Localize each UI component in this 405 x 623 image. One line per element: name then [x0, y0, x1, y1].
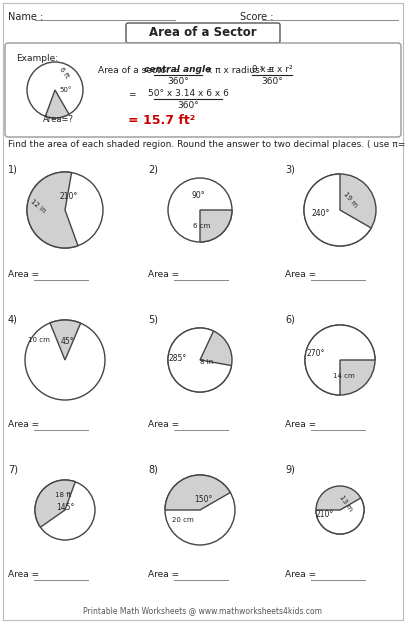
Wedge shape	[168, 328, 231, 392]
Text: Area of a sector =: Area of a sector =	[98, 66, 180, 75]
Text: Area =: Area =	[284, 420, 315, 429]
Text: 8): 8)	[148, 465, 158, 475]
Text: = 15.7 ft²: = 15.7 ft²	[128, 114, 195, 127]
Wedge shape	[35, 480, 75, 527]
Text: Area=?: Area=?	[43, 115, 74, 124]
Text: 145°: 145°	[55, 503, 74, 511]
Text: 18 ft: 18 ft	[55, 492, 72, 498]
Text: 13 m: 13 m	[337, 493, 353, 512]
Text: Area of a Sector: Area of a Sector	[149, 27, 256, 39]
Text: Area =: Area =	[148, 420, 179, 429]
Wedge shape	[315, 498, 363, 534]
Wedge shape	[200, 210, 231, 242]
Text: 210°: 210°	[60, 193, 78, 201]
Text: 50° x 3.14 x 6 x 6: 50° x 3.14 x 6 x 6	[147, 89, 228, 98]
Text: Score :: Score :	[239, 12, 273, 22]
Text: Area =: Area =	[8, 570, 39, 579]
Text: x π x radius² =: x π x radius² =	[203, 66, 273, 75]
Text: 1): 1)	[8, 165, 18, 175]
Text: 50°: 50°	[59, 87, 71, 93]
Text: Area =: Area =	[284, 270, 315, 279]
Text: 270°: 270°	[305, 348, 324, 358]
Text: Area =: Area =	[148, 270, 179, 279]
Text: 6 cm: 6 cm	[192, 223, 210, 229]
Wedge shape	[304, 325, 374, 395]
Text: 12 in: 12 in	[30, 198, 47, 214]
Text: 360°: 360°	[167, 77, 188, 86]
Text: 19 m: 19 m	[342, 191, 358, 208]
Wedge shape	[303, 174, 370, 246]
Text: Printable Math Worksheets @ www.mathworksheets4kids.com: Printable Math Worksheets @ www.mathwork…	[83, 606, 322, 615]
Text: central angle: central angle	[144, 65, 211, 74]
Text: Example:: Example:	[16, 54, 58, 63]
Text: Area =: Area =	[8, 270, 39, 279]
Text: 6): 6)	[284, 315, 294, 325]
Text: Area =: Area =	[148, 570, 179, 579]
Text: 6 ft: 6 ft	[58, 66, 70, 79]
Circle shape	[168, 328, 231, 392]
Text: 8 in: 8 in	[199, 359, 213, 364]
Text: Find the area of each shaded region. Round the answer to two decimal places. ( u: Find the area of each shaded region. Rou…	[8, 140, 405, 149]
Wedge shape	[45, 90, 69, 118]
Text: 90°: 90°	[191, 191, 205, 200]
Text: 14 cm: 14 cm	[332, 373, 354, 379]
Text: 9): 9)	[284, 465, 294, 475]
FancyBboxPatch shape	[126, 23, 279, 43]
Circle shape	[303, 174, 375, 246]
Text: =: =	[128, 90, 135, 99]
FancyBboxPatch shape	[5, 43, 400, 137]
Wedge shape	[164, 475, 230, 510]
Text: 45°: 45°	[60, 338, 74, 346]
Text: Area =: Area =	[8, 420, 39, 429]
Text: θ x π x r²: θ x π x r²	[251, 65, 292, 74]
Text: 20 cm: 20 cm	[171, 518, 193, 523]
Text: 5): 5)	[148, 315, 158, 325]
Wedge shape	[27, 172, 78, 248]
Text: 285°: 285°	[168, 354, 186, 363]
Text: 210°: 210°	[315, 510, 333, 520]
Text: 4): 4)	[8, 315, 18, 325]
Text: 360°: 360°	[177, 101, 198, 110]
Text: 7): 7)	[8, 465, 18, 475]
Text: 150°: 150°	[194, 495, 212, 504]
Text: 2): 2)	[148, 165, 158, 175]
Text: Area =: Area =	[284, 570, 315, 579]
Wedge shape	[50, 320, 81, 360]
Text: 10 cm: 10 cm	[28, 337, 50, 343]
Circle shape	[315, 486, 363, 534]
Circle shape	[304, 325, 374, 395]
Text: Name :: Name :	[8, 12, 43, 22]
Text: 360°: 360°	[260, 77, 282, 86]
Text: 240°: 240°	[310, 209, 328, 218]
Text: 3): 3)	[284, 165, 294, 175]
